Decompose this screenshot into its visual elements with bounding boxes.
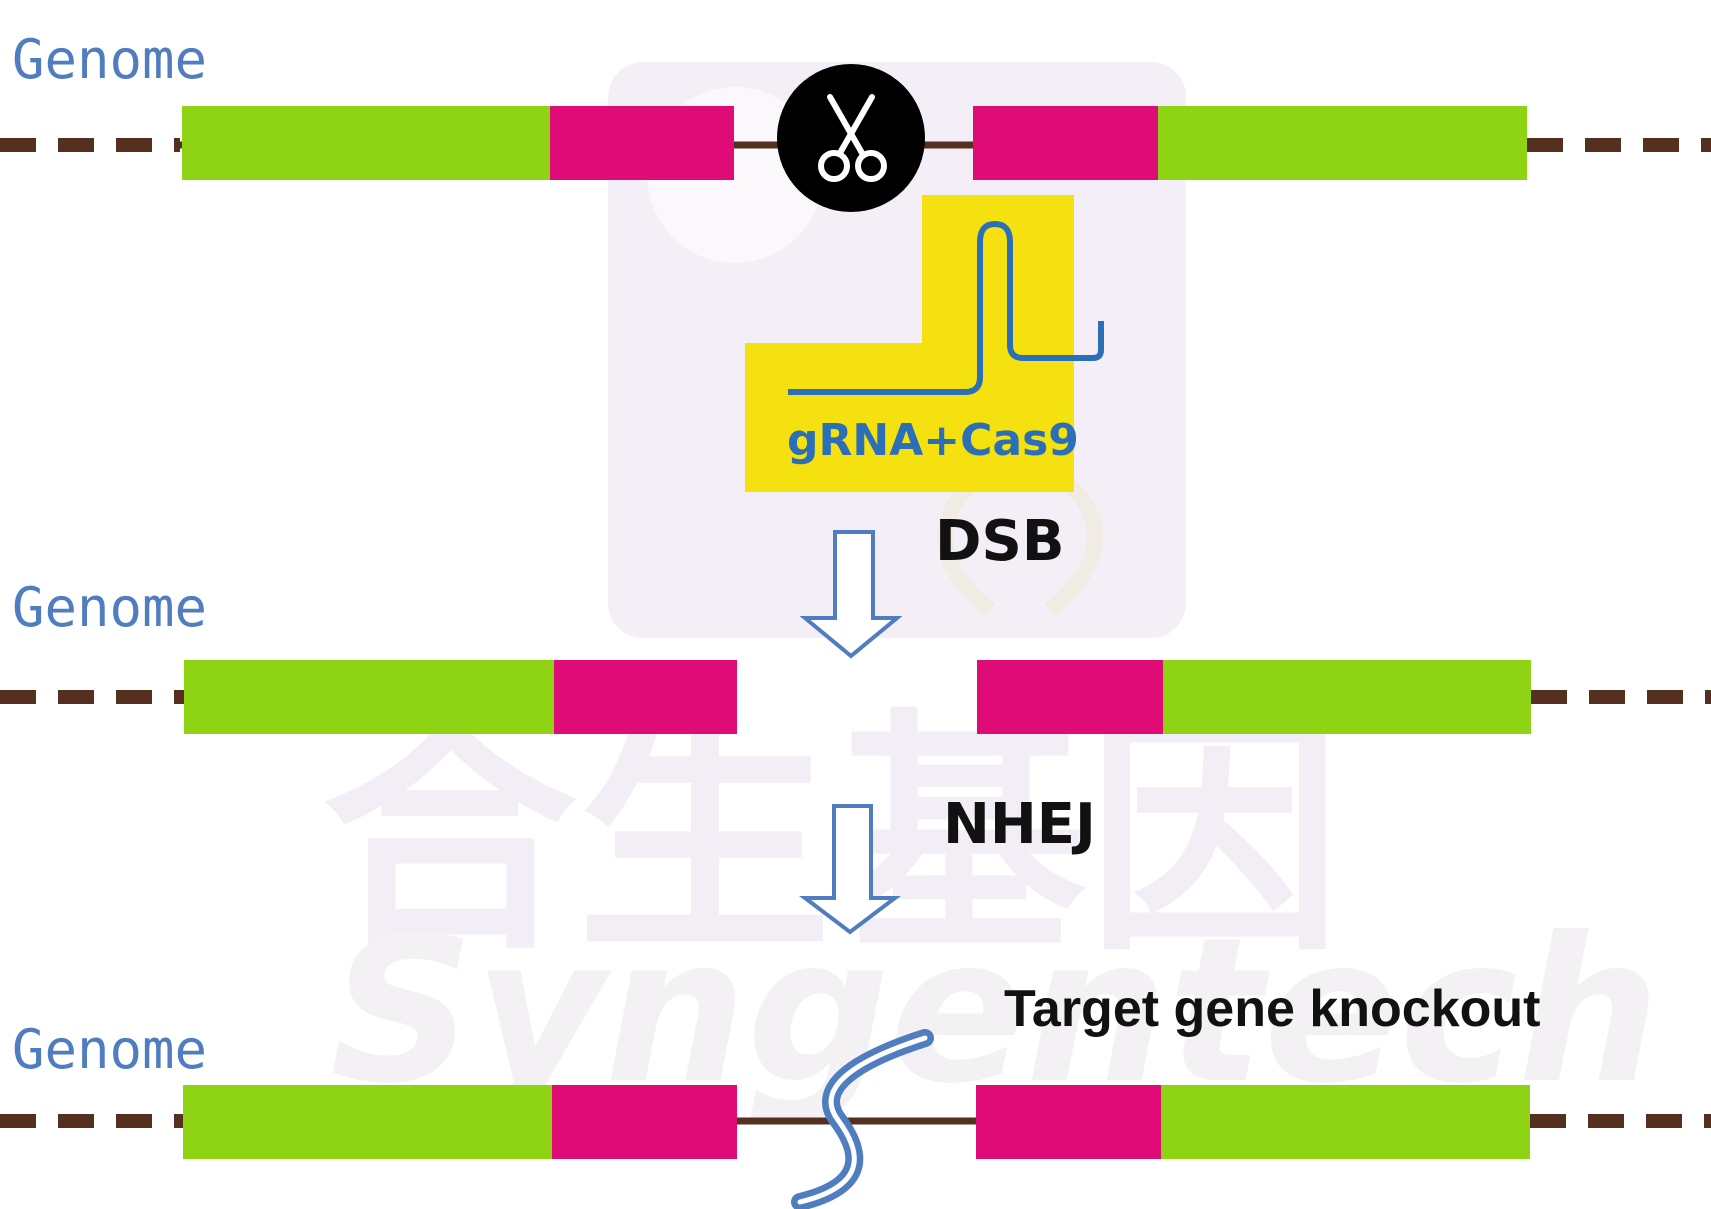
down-arrow-icon	[799, 530, 903, 659]
target-site	[973, 106, 1158, 180]
target-site	[977, 660, 1163, 734]
grna-strand	[788, 220, 1104, 395]
exon-green	[183, 1085, 552, 1159]
dsb-step: DSB	[799, 509, 1065, 659]
grna-cas9-label: gRNA+Cas9	[787, 415, 1079, 466]
genome-row-knockout: Genome	[0, 1018, 1711, 1159]
dsb-label: DSB	[935, 509, 1065, 574]
genome-row-broken: Genome	[0, 576, 1711, 734]
genome-label: Genome	[12, 576, 207, 639]
exon-green	[1163, 660, 1531, 734]
indel-squiggle	[791, 1029, 934, 1209]
exon-green	[184, 660, 554, 734]
exon-green	[1161, 1085, 1530, 1159]
genome-label: Genome	[12, 1018, 207, 1081]
grna-cas9-complex: gRNA+Cas9	[745, 195, 1104, 492]
down-arrow-icon	[799, 804, 901, 935]
nhej-label: NHEJ	[943, 792, 1096, 857]
target-site	[976, 1085, 1161, 1159]
exon-green	[1158, 106, 1527, 180]
target-site	[550, 106, 734, 180]
target-site	[554, 660, 737, 734]
cas9-block	[745, 195, 1074, 492]
target-site	[552, 1085, 737, 1159]
exon-green	[182, 106, 550, 180]
knockout-label: Target gene knockout	[1004, 980, 1540, 1038]
scissors-icon	[777, 64, 925, 212]
genome-label: Genome	[12, 28, 207, 91]
genome-row-intact: Genome	[0, 28, 1711, 180]
nhej-step: NHEJ	[799, 792, 1096, 935]
